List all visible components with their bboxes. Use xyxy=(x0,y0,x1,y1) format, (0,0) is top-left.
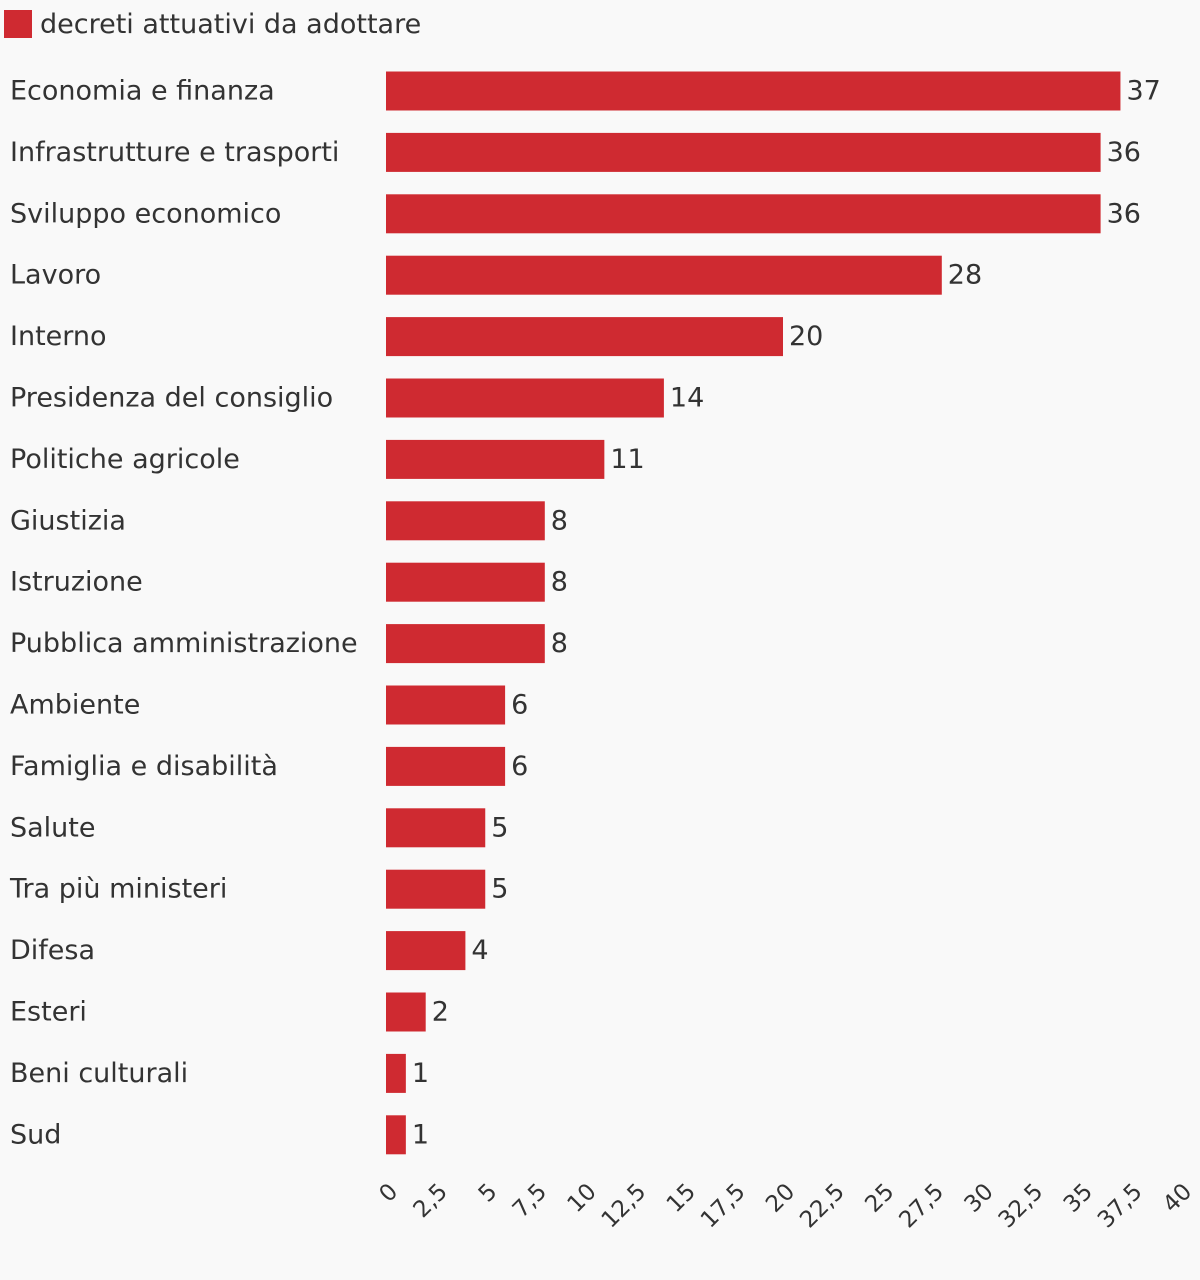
category-label: Ambiente xyxy=(10,690,140,721)
bar xyxy=(386,317,783,357)
data-label: 6 xyxy=(511,751,528,782)
category-label: Economia e finanza xyxy=(10,76,275,107)
data-label: 1 xyxy=(412,1058,429,1089)
bar xyxy=(386,194,1101,234)
data-label: 1 xyxy=(412,1119,429,1150)
category-label: Difesa xyxy=(10,935,95,966)
category-label: Interno xyxy=(10,321,107,352)
data-label: 8 xyxy=(551,628,568,659)
bar xyxy=(386,808,486,848)
data-label: 5 xyxy=(491,874,508,905)
x-tick-label: 15 xyxy=(662,1179,701,1218)
chart-legend: decreti attuativi da adottare xyxy=(4,8,421,40)
category-label: Lavoro xyxy=(10,260,101,291)
bar xyxy=(386,132,1101,172)
legend-label: decreti attuativi da adottare xyxy=(40,8,422,40)
x-tick-label: 35 xyxy=(1059,1179,1098,1218)
x-tick-label: 25 xyxy=(860,1179,899,1218)
data-label: 2 xyxy=(432,997,449,1028)
data-label: 8 xyxy=(551,505,568,536)
x-tick-label: 27,5 xyxy=(894,1179,949,1234)
category-label: Esteri xyxy=(10,997,87,1028)
data-label: 36 xyxy=(1107,137,1141,168)
x-tick-label: 37,5 xyxy=(1093,1179,1148,1234)
data-label: 28 xyxy=(948,260,982,291)
category-label: Sud xyxy=(10,1119,61,1150)
bar xyxy=(386,869,486,909)
data-label: 4 xyxy=(471,935,488,966)
x-tick-label: 12,5 xyxy=(597,1179,652,1234)
bar xyxy=(386,439,605,479)
bar xyxy=(386,1053,406,1093)
bar xyxy=(386,562,545,602)
category-label: Istruzione xyxy=(10,567,143,598)
data-label: 14 xyxy=(670,383,704,414)
bar xyxy=(386,501,545,541)
x-tick-label: 0 xyxy=(374,1179,403,1208)
bar xyxy=(386,992,426,1032)
data-label: 36 xyxy=(1107,198,1141,229)
data-label: 37 xyxy=(1126,76,1160,107)
bar xyxy=(386,378,664,418)
x-tick-label: 7,5 xyxy=(508,1179,552,1223)
data-label: 11 xyxy=(610,444,644,475)
category-label: Infrastrutture e trasporti xyxy=(10,137,339,168)
category-label: Sviluppo economico xyxy=(10,198,281,229)
x-tick-label: 17,5 xyxy=(696,1179,751,1234)
data-label: 6 xyxy=(511,690,528,721)
bar xyxy=(386,931,466,971)
data-label: 8 xyxy=(551,567,568,598)
bar xyxy=(386,746,506,786)
x-tick-label: 5 xyxy=(474,1179,503,1208)
x-tick-label: 20 xyxy=(761,1179,800,1218)
x-tick-label: 32,5 xyxy=(994,1179,1049,1234)
category-label: Tra più ministeri xyxy=(9,874,227,905)
x-tick-label: 2,5 xyxy=(409,1179,453,1223)
category-label: Beni culturali xyxy=(10,1058,188,1089)
legend-swatch xyxy=(4,10,32,38)
bars-layer xyxy=(386,71,1121,1155)
bar xyxy=(386,624,545,664)
category-label: Famiglia e disabilità xyxy=(10,751,278,782)
category-label: Giustizia xyxy=(10,505,126,536)
category-label: Politiche agricole xyxy=(10,444,240,475)
bar xyxy=(386,71,1121,111)
bar xyxy=(386,685,506,725)
data-label: 20 xyxy=(789,321,823,352)
category-label: Pubblica amministrazione xyxy=(10,628,358,659)
x-tick-label: 22,5 xyxy=(795,1179,850,1234)
bar xyxy=(386,1115,406,1155)
category-label: Salute xyxy=(10,812,96,843)
category-label: Presidenza del consiglio xyxy=(10,383,333,414)
labels-layer: Economia e finanza 37 Infrastrutture e tra… xyxy=(9,76,1161,1151)
x-tick-label: 40 xyxy=(1158,1179,1197,1218)
bar xyxy=(386,255,942,295)
x-tick-label: 30 xyxy=(960,1179,999,1218)
x-tick-label: 10 xyxy=(563,1179,602,1218)
data-label: 5 xyxy=(491,812,508,843)
